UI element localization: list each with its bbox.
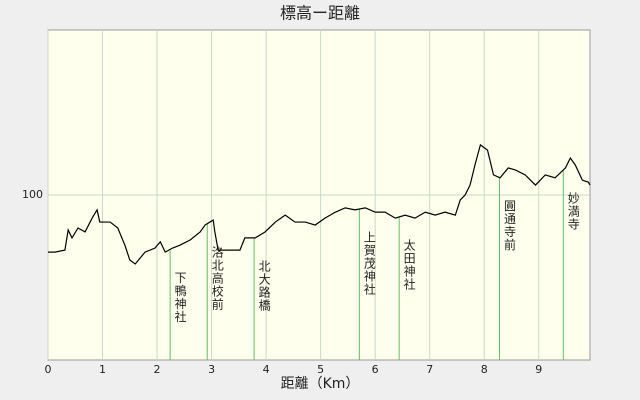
landmark-label: 下鴨神社: [173, 271, 187, 323]
landmark-label: 圓通寺前: [502, 199, 516, 251]
x-tick-label: 9: [535, 363, 542, 376]
x-axis-title: 距離（Km）: [281, 375, 360, 392]
y-tick-label: 100: [22, 188, 43, 201]
x-tick-label: 5: [317, 363, 324, 376]
x-tick-label: 3: [208, 363, 215, 376]
x-tick-label: 2: [154, 363, 161, 376]
landmark-label: 北大路橋: [257, 259, 271, 311]
x-tick-label: 4: [263, 363, 270, 376]
x-tick-label: 8: [481, 363, 488, 376]
landmark-label: 妙満寺: [566, 192, 580, 231]
elevation-line: [48, 143, 591, 265]
x-tick-label: 0: [45, 363, 52, 376]
x-tick-label: 1: [99, 363, 106, 376]
landmark-label: 太田神社: [402, 238, 416, 291]
landmark-label: 上賀茂神社: [362, 231, 376, 296]
x-tick-label: 7: [426, 363, 433, 376]
x-tick-label: 6: [372, 363, 379, 376]
landmark-label: 洛北高校前: [210, 244, 224, 310]
chart-title: 標高ー距離: [280, 4, 360, 23]
